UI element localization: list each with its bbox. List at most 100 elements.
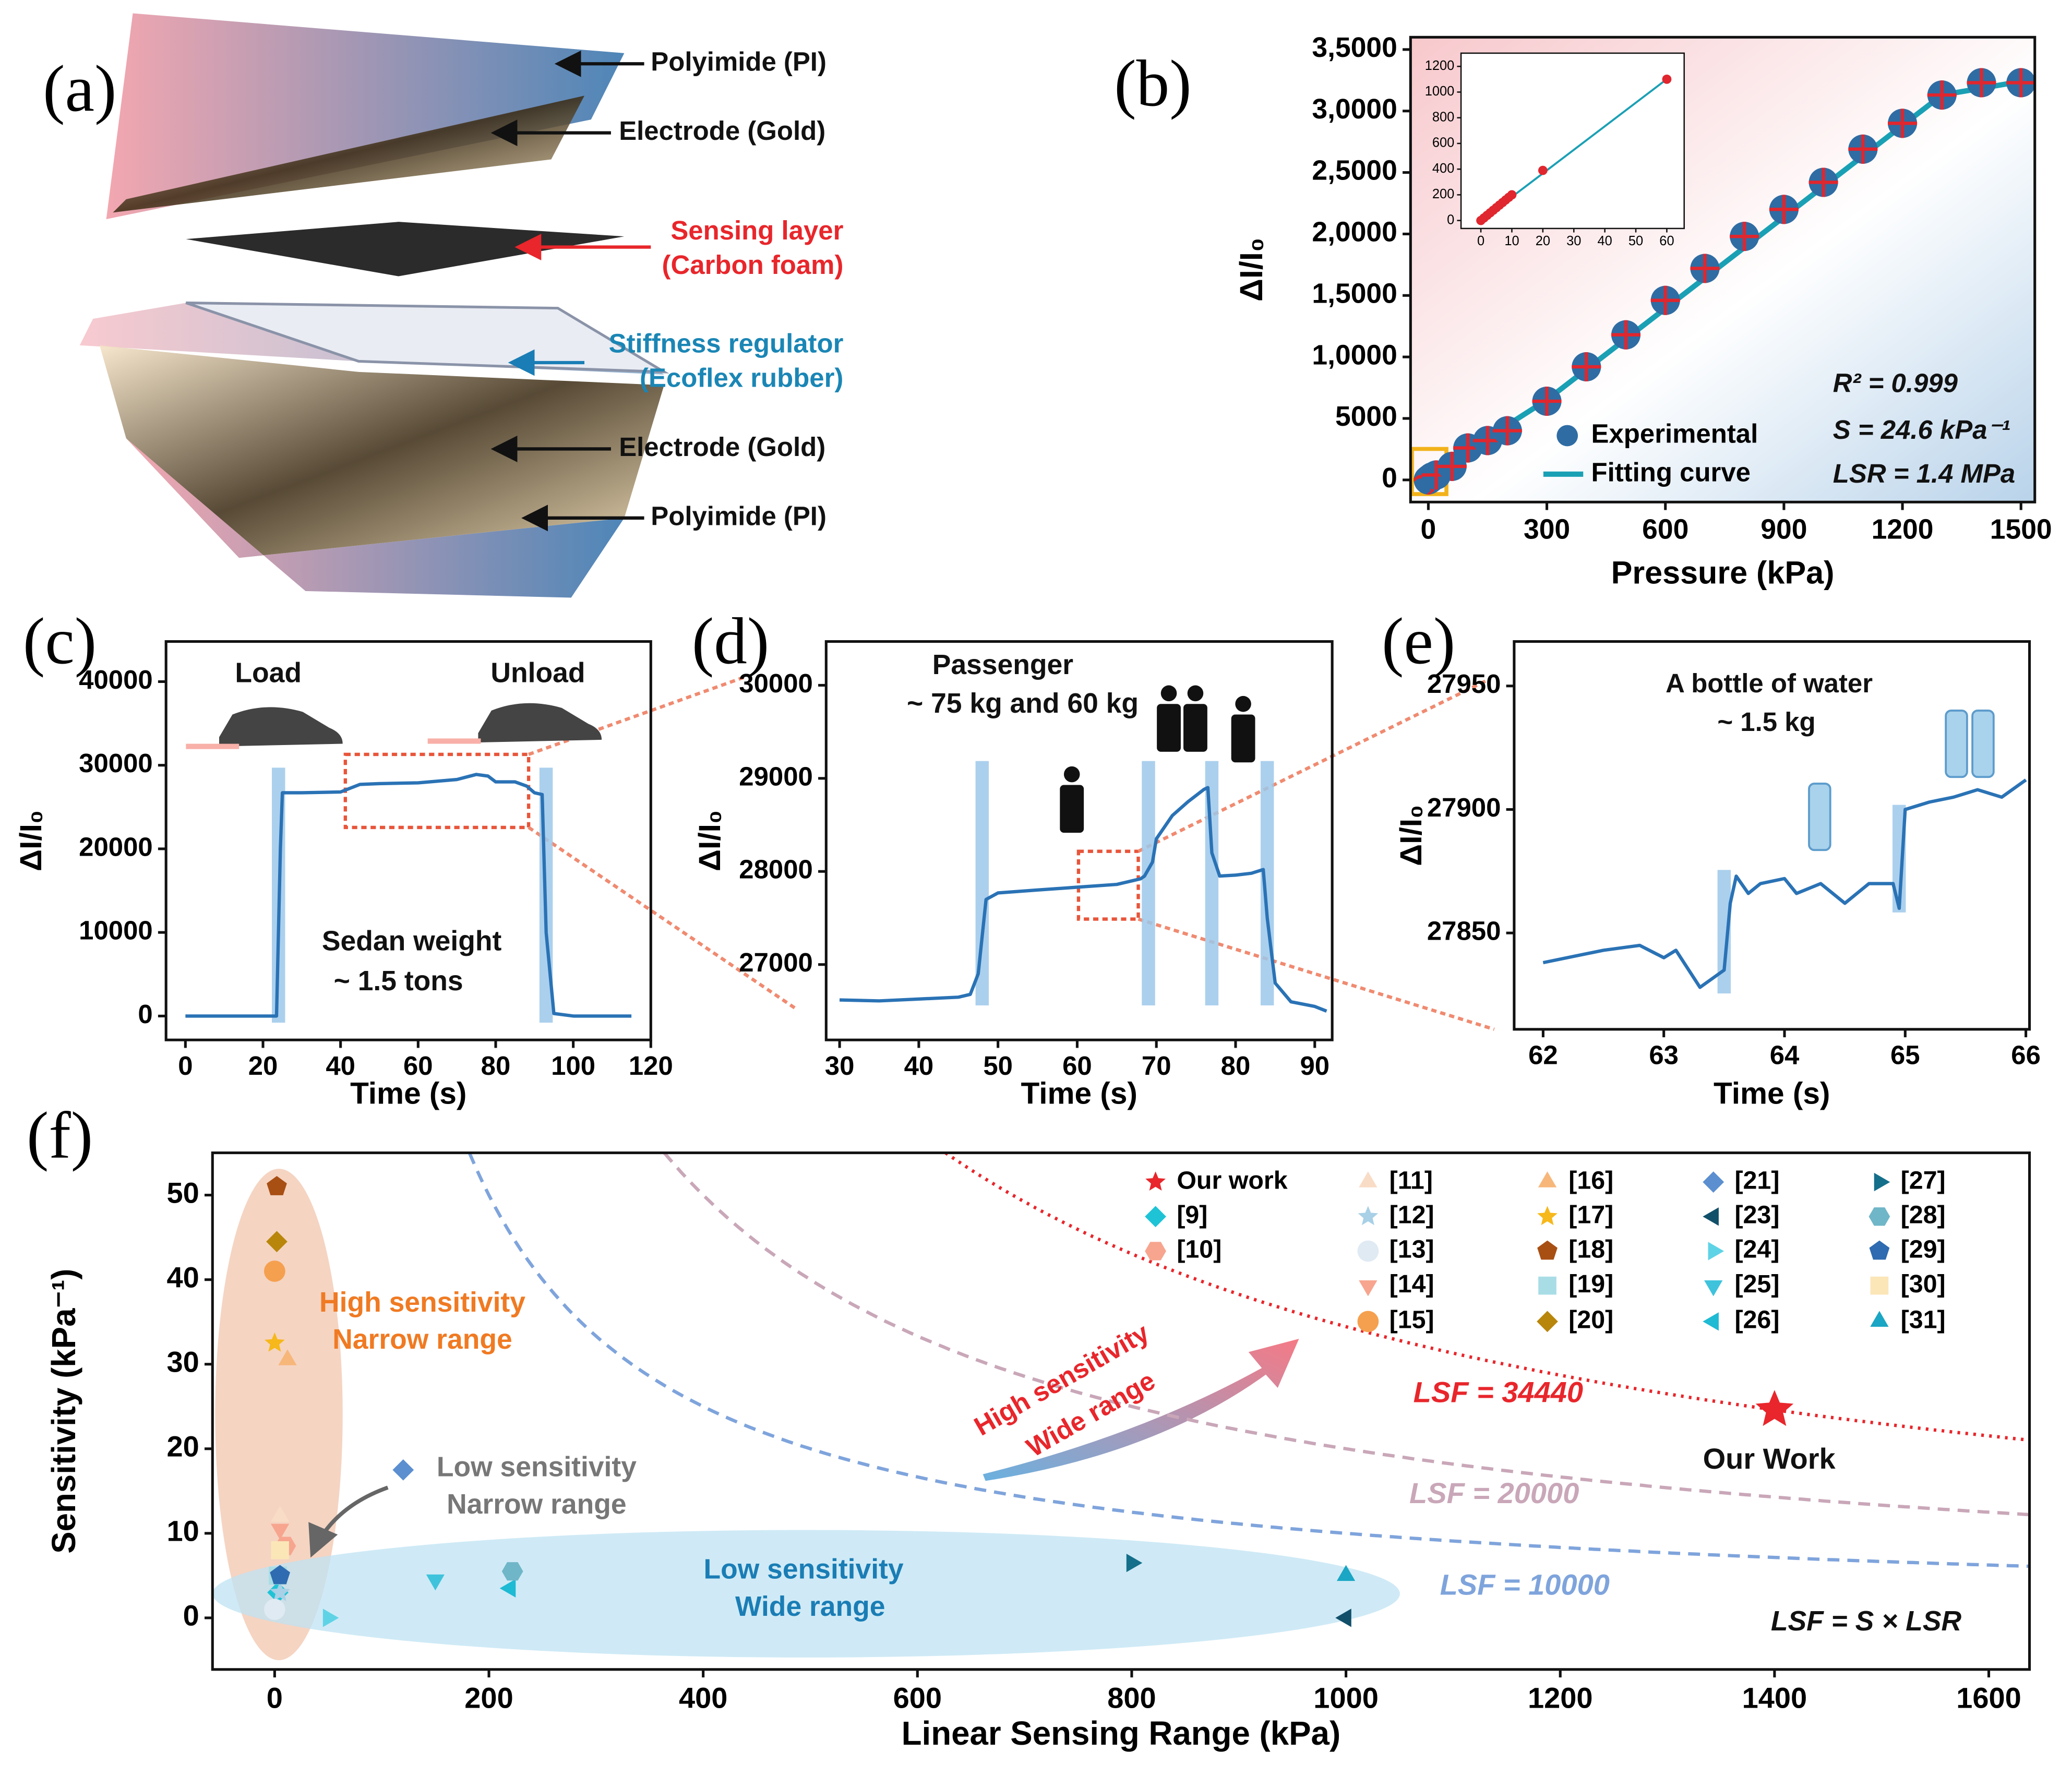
- marker: [1357, 1240, 1379, 1262]
- line-series: [1542, 778, 2027, 989]
- marker: [271, 1541, 289, 1559]
- layer-label: Polyimide (PI): [651, 47, 827, 77]
- y-tick-label: 28000: [739, 855, 813, 884]
- y-tick-label: 0: [138, 999, 152, 1029]
- x-tick-label: 1400: [1742, 1681, 1807, 1714]
- x-tick-label: 800: [1107, 1681, 1156, 1714]
- legend-label: [31]: [1901, 1306, 1946, 1334]
- marker: [1126, 1553, 1143, 1573]
- marker: [1537, 1311, 1558, 1333]
- x-axis-label: Time (s): [1021, 1077, 1137, 1111]
- x-tick-label: 1200: [1872, 514, 1934, 545]
- x-tick-label: 65: [1890, 1040, 1920, 1070]
- legend-label: [29]: [1901, 1235, 1946, 1264]
- legend-label: [18]: [1568, 1235, 1613, 1264]
- x-tick-label: 100: [551, 1051, 595, 1081]
- legend-label: [27]: [1901, 1166, 1946, 1194]
- lsf-curve: [663, 1151, 2030, 1517]
- x-tick-label: 66: [2011, 1040, 2041, 1070]
- x-tick-label: 0: [267, 1681, 283, 1714]
- marker: [1336, 1565, 1356, 1581]
- zoom-guide: [528, 676, 745, 756]
- y-axis-label: Sensitivity (kPa⁻¹): [45, 1269, 82, 1554]
- icons: [186, 685, 1995, 851]
- layer-label: Polyimide (PI): [651, 501, 827, 531]
- x-tick-label: 600: [1642, 514, 1688, 545]
- y-tick-label: 40000: [79, 665, 153, 694]
- marker: [1874, 1172, 1890, 1192]
- annotation: ~ 1.5 kg: [1717, 707, 1815, 737]
- annotation: R² = 0.999: [1833, 368, 1958, 398]
- x-tick-label: 0: [178, 1051, 193, 1081]
- lsf-curve: [944, 1151, 2030, 1442]
- marker: [264, 1599, 285, 1621]
- panel-label: (f): [27, 1098, 93, 1172]
- layer-label: Electrode (Gold): [619, 116, 825, 146]
- x-tick-label: 900: [1760, 514, 1807, 545]
- marker: [1538, 165, 1548, 175]
- x-tick-label: 64: [1770, 1040, 1800, 1070]
- legend-label: [23]: [1734, 1201, 1779, 1229]
- plot-frame: [164, 640, 652, 1041]
- marker: [1703, 1207, 1719, 1226]
- lsf-label: LSF = 34440: [1414, 1376, 1583, 1409]
- highlight: [1142, 761, 1155, 1006]
- marker: [1507, 190, 1517, 200]
- inset-background: [1461, 53, 1684, 229]
- panel-label: (d): [692, 604, 769, 678]
- plot-frame: [1460, 52, 1685, 230]
- x-tick-label: 50: [983, 1051, 1013, 1081]
- legend-label: [21]: [1734, 1166, 1779, 1194]
- plot-frame: [1513, 640, 2031, 1031]
- marker: [270, 1581, 290, 1601]
- marker: [267, 1176, 287, 1195]
- marker: [264, 1332, 285, 1352]
- legend-label: Fitting curve: [1591, 457, 1751, 487]
- annotation: ~ 1.5 tons: [334, 966, 463, 997]
- x-axis-label: Linear Sensing Range (kPa): [902, 1715, 1340, 1752]
- y-tick-label: 20000: [79, 832, 153, 861]
- legend-label: Our work: [1177, 1166, 1287, 1194]
- plot-frame: [824, 640, 1334, 1041]
- layer-ecoflex: [185, 301, 669, 374]
- annotation: Low sensitivity: [703, 1554, 903, 1585]
- y-tick-label: 30: [167, 1346, 199, 1378]
- marker: [1358, 1206, 1379, 1226]
- annotation: ~ 75 kg and 60 kg: [907, 688, 1139, 719]
- person-icons: [1060, 685, 1255, 833]
- legend-label: [11]: [1390, 1166, 1433, 1194]
- annotation: Wide range: [735, 1591, 885, 1622]
- y-tick-label: 400: [1432, 161, 1454, 176]
- y-tick-label: 30000: [79, 748, 153, 778]
- x-tick-label: 60: [1659, 234, 1674, 248]
- y-tick-label: 29000: [739, 761, 813, 791]
- x-tick-label: 30: [1566, 234, 1581, 248]
- marker: [1537, 1206, 1558, 1226]
- x-tick-label: 80: [1221, 1051, 1251, 1081]
- x-tick-label: 40: [1598, 234, 1612, 248]
- annotation: LSF = S × LSR: [1771, 1606, 1962, 1637]
- layer-electrode-top: [113, 95, 585, 213]
- marker: [1538, 1171, 1557, 1187]
- marker: [278, 1349, 297, 1365]
- x-tick-label: 60: [403, 1051, 433, 1081]
- marker: [1556, 425, 1578, 447]
- legend-label: [26]: [1734, 1306, 1779, 1334]
- marker: [271, 1506, 290, 1522]
- annotation: LSR = 1.4 MPa: [1833, 459, 2015, 488]
- x-tick-label: 80: [481, 1051, 511, 1081]
- layer-label: (Carbon foam): [662, 250, 844, 280]
- y-tick-label: 2,5000: [1312, 155, 1397, 186]
- y-tick-label: 1,5000: [1312, 278, 1397, 309]
- legend-label: [9]: [1177, 1201, 1207, 1229]
- motion-streak: [427, 738, 481, 744]
- marker: [1662, 74, 1672, 84]
- annotation: Narrow range: [332, 1324, 512, 1355]
- marker: [1538, 1276, 1556, 1295]
- x-tick-label: 90: [1300, 1051, 1330, 1081]
- y-tick-label: 3,0000: [1312, 94, 1397, 125]
- y-tick-label: 600: [1432, 136, 1454, 150]
- legend-label: [24]: [1734, 1235, 1779, 1264]
- legend-label: [14]: [1390, 1270, 1434, 1298]
- zoom-guide: [1137, 917, 1495, 1031]
